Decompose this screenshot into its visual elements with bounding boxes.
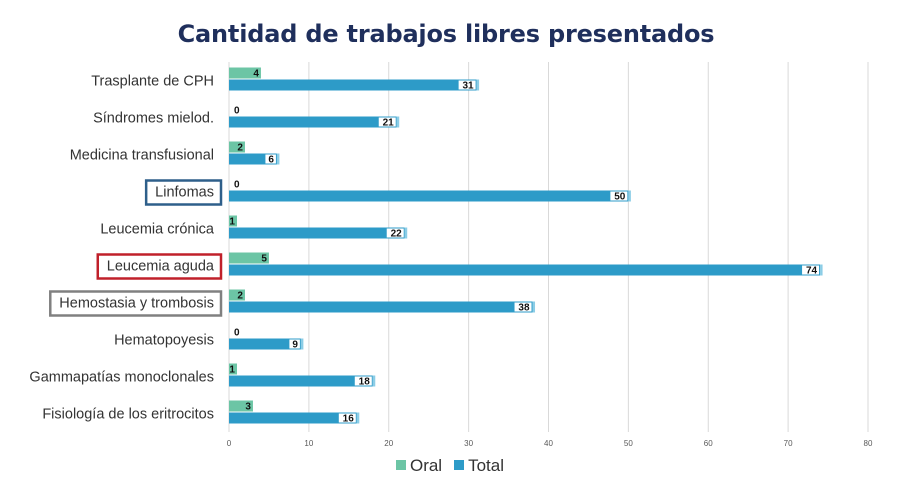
bar-oral (229, 252, 269, 264)
legend-item-total: Total (454, 456, 504, 476)
data-label-oral: 2 (237, 291, 243, 302)
data-label-total: 18 (359, 377, 371, 388)
data-label-bg (610, 191, 628, 201)
bar-total (229, 264, 821, 276)
bar-total-cap (404, 227, 408, 239)
x-tick-label: 10 (304, 439, 313, 448)
bar-total-cap (820, 264, 823, 276)
legend-swatch (395, 460, 406, 470)
bar-total (229, 79, 477, 91)
bar-total (229, 190, 629, 202)
data-label-total: 21 (383, 118, 395, 129)
bar-total-cap (372, 375, 376, 387)
data-label-bg (514, 302, 532, 312)
data-label-bg (386, 228, 404, 238)
x-tick-label: 50 (624, 439, 633, 448)
bar-total (229, 338, 301, 350)
bar-total-cap (356, 412, 360, 424)
bar-total (229, 412, 357, 424)
legend-label: Oral (409, 456, 443, 475)
x-tick-label: 70 (784, 439, 793, 448)
category-label-leucemia-aguda: Leucemia aguda (107, 259, 215, 275)
data-label-oral: 0 (234, 180, 240, 191)
bar-total-cap (476, 79, 480, 91)
legend-swatch (454, 460, 465, 470)
data-label-bg (289, 339, 300, 349)
x-tick-label: 30 (464, 439, 473, 448)
category-label-sindromes-mielod: Síndromes mielod. (93, 111, 214, 127)
data-label-oral: 2 (237, 143, 243, 154)
x-tick-label: 40 (544, 439, 553, 448)
bar-total (229, 153, 277, 165)
bar-total-cap (300, 338, 304, 350)
category-label-fisiologia-de-los-eritrocitos: Fisiología de los eritrocitos (42, 407, 214, 423)
data-label-total: 9 (292, 340, 298, 351)
bar-oral (229, 400, 253, 412)
data-label-bg (354, 376, 372, 386)
bar-total (229, 116, 397, 128)
legend: Oral Total (0, 456, 900, 476)
data-label-total: 16 (343, 414, 355, 425)
x-tick-label: 60 (704, 439, 713, 448)
data-label-oral: 1 (229, 365, 235, 376)
x-tick-label: 20 (384, 439, 393, 448)
data-label-total: 6 (268, 155, 274, 166)
data-label-bg (458, 80, 476, 90)
data-label-bg (265, 154, 276, 164)
legend-label: Total (468, 456, 505, 475)
category-label-linfomas: Linfomas (155, 185, 214, 201)
data-label-oral: 1 (229, 217, 235, 228)
bar-oral (229, 215, 237, 227)
category-label-trasplante-de-cph: Trasplante de CPH (91, 74, 214, 90)
category-label-leucemia-cronica: Leucemia crónica (100, 222, 215, 238)
bar-oral (229, 363, 237, 375)
data-label-oral: 0 (234, 328, 240, 339)
bar-total (229, 301, 533, 313)
x-tick-label: 0 (227, 439, 232, 448)
bar-total (229, 375, 373, 387)
legend-item-oral: Oral (395, 456, 443, 476)
data-label-total: 50 (614, 192, 626, 203)
bar-total-cap (276, 153, 280, 165)
bar-total-cap (396, 116, 400, 128)
data-label-bg (378, 117, 396, 127)
data-label-bg (338, 413, 356, 423)
bar-oral (229, 67, 261, 79)
category-label-hemostasia-y-trombosis: Hemostasia y trombosis (59, 296, 214, 312)
data-label-bg (802, 265, 820, 275)
chart-title: Cantidad de trabajos libres presentados (177, 20, 715, 48)
data-label-oral: 0 (234, 106, 240, 117)
data-label-total: 22 (391, 229, 403, 240)
data-label-oral: 5 (261, 254, 267, 265)
data-label-total: 31 (462, 81, 474, 92)
bar-total-cap (628, 190, 631, 202)
category-label-gammapatias-monoclonales: Gammapatías monoclonales (29, 370, 214, 386)
bar-total (229, 227, 405, 239)
bar-oral (229, 289, 245, 301)
data-label-total: 74 (806, 266, 818, 277)
data-label-total: 38 (518, 303, 530, 314)
highlight-box-hemostasia-y-trombosis (49, 290, 223, 317)
bar-oral (229, 141, 245, 153)
category-label-hematopoyesis: Hematopoyesis (114, 333, 214, 349)
category-label-medicina-transfusional: Medicina transfusional (70, 148, 214, 164)
x-tick-label: 80 (864, 439, 873, 448)
highlight-box-linfomas (144, 179, 223, 206)
data-label-oral: 3 (245, 402, 251, 413)
highlight-box-leucemia-aguda (96, 253, 223, 280)
bar-total-cap (532, 301, 536, 313)
data-label-oral: 4 (253, 69, 259, 80)
